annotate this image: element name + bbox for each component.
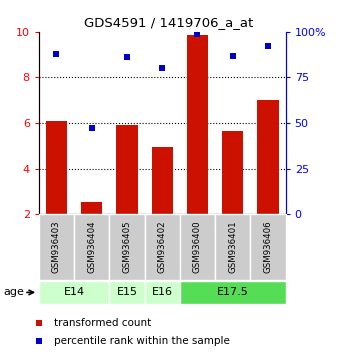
- Point: [54, 51, 59, 57]
- Point: [37, 320, 42, 326]
- Point: [195, 31, 200, 36]
- Bar: [222, 131, 243, 214]
- Point: [160, 65, 165, 71]
- FancyBboxPatch shape: [180, 281, 286, 304]
- Text: GSM936406: GSM936406: [264, 221, 272, 273]
- Text: transformed count: transformed count: [54, 318, 152, 328]
- Point: [37, 338, 42, 344]
- Text: E15: E15: [117, 287, 138, 297]
- Bar: [46, 121, 67, 214]
- Text: GSM936403: GSM936403: [52, 221, 61, 273]
- Text: age: age: [3, 287, 24, 297]
- Text: GSM936404: GSM936404: [87, 221, 96, 273]
- Text: percentile rank within the sample: percentile rank within the sample: [54, 336, 230, 346]
- FancyBboxPatch shape: [110, 214, 145, 280]
- FancyBboxPatch shape: [110, 281, 145, 304]
- FancyBboxPatch shape: [250, 214, 286, 280]
- Text: GSM936402: GSM936402: [158, 221, 167, 273]
- Bar: [81, 202, 102, 214]
- FancyBboxPatch shape: [39, 214, 74, 280]
- FancyBboxPatch shape: [180, 214, 215, 280]
- FancyBboxPatch shape: [145, 214, 180, 280]
- Text: GSM936400: GSM936400: [193, 221, 202, 273]
- Point: [124, 55, 130, 60]
- Bar: [187, 35, 208, 214]
- Text: GSM936401: GSM936401: [228, 221, 237, 273]
- Bar: [258, 100, 279, 214]
- Bar: [152, 147, 173, 214]
- Point: [89, 126, 94, 131]
- FancyBboxPatch shape: [215, 214, 250, 280]
- Text: GSM936405: GSM936405: [122, 221, 131, 273]
- Text: GDS4591 / 1419706_a_at: GDS4591 / 1419706_a_at: [84, 16, 254, 29]
- FancyBboxPatch shape: [145, 281, 180, 304]
- FancyBboxPatch shape: [74, 214, 110, 280]
- Point: [265, 44, 271, 49]
- Text: E17.5: E17.5: [217, 287, 249, 297]
- Text: E16: E16: [152, 287, 173, 297]
- Bar: [116, 125, 138, 214]
- Text: E14: E14: [64, 287, 85, 297]
- Point: [230, 53, 236, 58]
- FancyBboxPatch shape: [39, 281, 110, 304]
